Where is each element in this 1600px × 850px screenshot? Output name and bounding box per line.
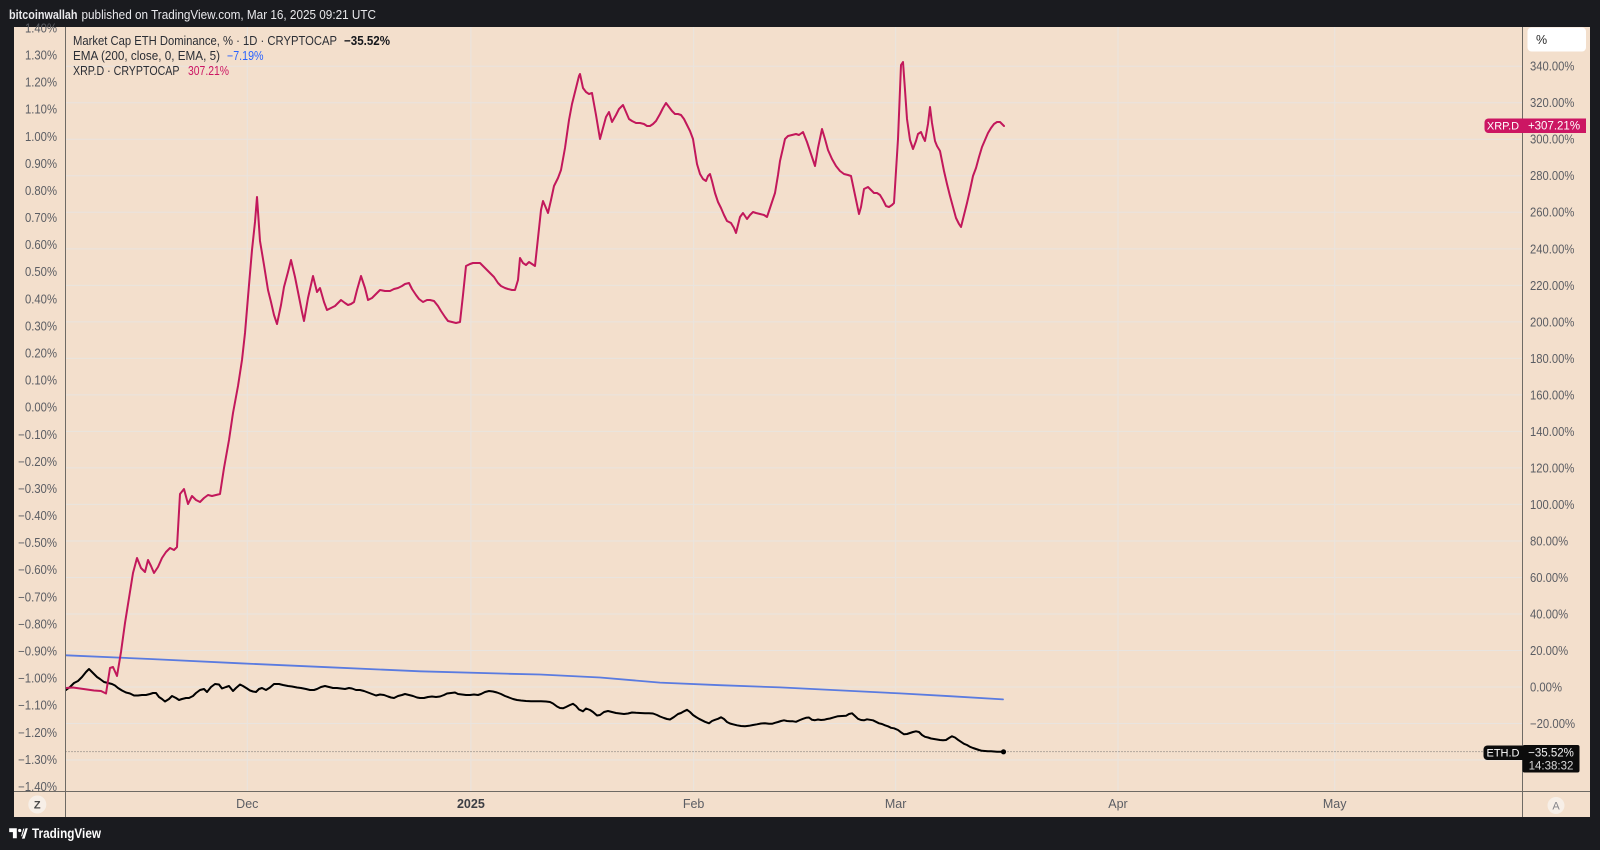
svg-text:−7.19%: −7.19% [227,49,264,63]
svg-text:A: A [1552,801,1560,813]
svg-text:XRP.D: XRP.D [1487,121,1519,133]
svg-text:160.00%: 160.00% [1530,388,1574,402]
svg-text:1.10%: 1.10% [25,103,57,117]
svg-text:Z: Z [34,800,41,812]
svg-text:Dec: Dec [236,797,258,811]
svg-text:published on TradingView.com,: published on TradingView.com, Mar 16, 20… [82,8,377,22]
svg-text:0.40%: 0.40% [25,292,57,306]
svg-text:220.00%: 220.00% [1530,279,1574,293]
svg-text:1.20%: 1.20% [25,76,57,90]
svg-text:240.00%: 240.00% [1530,242,1574,256]
svg-text:−35.52%: −35.52% [344,34,390,48]
svg-text:2025: 2025 [457,797,485,811]
svg-text:260.00%: 260.00% [1530,206,1574,220]
svg-text:0.80%: 0.80% [25,184,57,198]
svg-text:−1.00%: −1.00% [18,672,57,686]
svg-text:−1.30%: −1.30% [18,753,57,767]
svg-text:120.00%: 120.00% [1530,461,1574,475]
svg-text:Feb: Feb [683,797,705,811]
svg-text:280.00%: 280.00% [1530,169,1574,183]
svg-text:0.00%: 0.00% [1530,680,1562,694]
svg-text:EMA (200, close, 0, EMA, 5): EMA (200, close, 0, EMA, 5) [73,49,220,63]
svg-text:1.00%: 1.00% [25,130,57,144]
svg-text:%: % [1536,33,1547,47]
svg-text:−0.60%: −0.60% [18,563,57,577]
svg-text:340.00%: 340.00% [1530,60,1574,74]
svg-text:14:38:32: 14:38:32 [1529,761,1574,773]
svg-text:−1.20%: −1.20% [18,726,57,740]
svg-text:140.00%: 140.00% [1530,425,1574,439]
svg-text:−20.00%: −20.00% [1530,717,1575,731]
svg-text:−0.70%: −0.70% [18,590,57,604]
svg-text:40.00%: 40.00% [1530,607,1568,621]
svg-text:TradingView: TradingView [32,826,101,841]
svg-text:−0.50%: −0.50% [18,536,57,550]
svg-text:+307.21%: +307.21% [1528,121,1580,133]
svg-text:200.00%: 200.00% [1530,315,1574,329]
svg-text:−0.80%: −0.80% [18,617,57,631]
svg-text:Apr: Apr [1108,797,1127,811]
svg-text:−35.52%: −35.52% [1528,748,1574,760]
svg-text:1.30%: 1.30% [25,49,57,63]
svg-text:80.00%: 80.00% [1530,534,1568,548]
svg-text:May: May [1323,797,1347,811]
svg-text:Mar: Mar [885,797,907,811]
svg-text:Market Cap ETH Dominance, % ·: Market Cap ETH Dominance, % · 1D · CRYPT… [73,34,337,48]
svg-text:−0.10%: −0.10% [18,428,57,442]
svg-text:0.00%: 0.00% [25,401,57,415]
svg-text:320.00%: 320.00% [1530,96,1574,110]
svg-text:1.40%: 1.40% [25,21,57,35]
svg-text:0.30%: 0.30% [25,319,57,333]
svg-text:−1.10%: −1.10% [18,699,57,713]
svg-text:−0.40%: −0.40% [18,509,57,523]
svg-text:−0.20%: −0.20% [18,455,57,469]
svg-text:300.00%: 300.00% [1530,133,1574,147]
svg-text:0.60%: 0.60% [25,238,57,252]
svg-text:XRP.D · CRYPTOCAP: XRP.D · CRYPTOCAP [73,64,180,78]
svg-text:bitcoinwallah: bitcoinwallah [9,8,78,22]
svg-text:100.00%: 100.00% [1530,498,1574,512]
svg-text:20.00%: 20.00% [1530,644,1568,658]
svg-text:−0.90%: −0.90% [18,645,57,659]
svg-text:0.70%: 0.70% [25,211,57,225]
svg-text:−0.30%: −0.30% [18,482,57,496]
svg-text:0.10%: 0.10% [25,374,57,388]
svg-text:0.20%: 0.20% [25,347,57,361]
svg-text:307.21%: 307.21% [188,64,229,78]
svg-text:180.00%: 180.00% [1530,352,1574,366]
svg-text:60.00%: 60.00% [1530,571,1568,585]
svg-text:−1.40%: −1.40% [18,780,57,794]
svg-text:0.90%: 0.90% [25,157,57,171]
svg-text:0.50%: 0.50% [25,265,57,279]
svg-text:ETH.D: ETH.D [1487,748,1520,760]
